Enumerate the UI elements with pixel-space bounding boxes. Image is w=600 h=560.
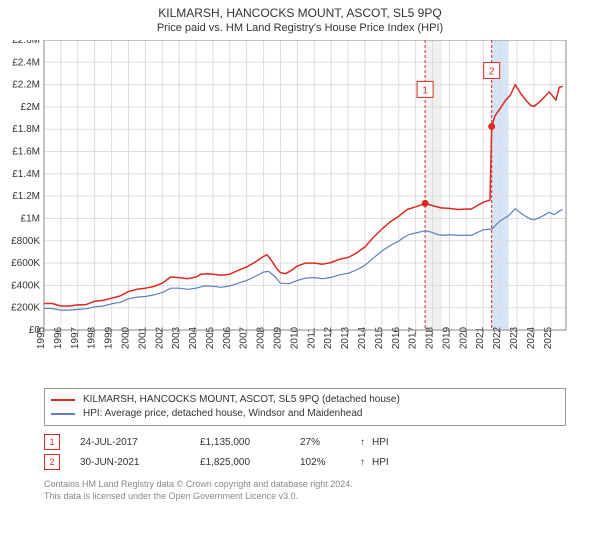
svg-text:£400K: £400K xyxy=(11,280,40,291)
svg-text:£2.6M: £2.6M xyxy=(12,40,40,46)
legend-label: KILMARSH, HANCOCKS MOUNT, ASCOT, SL5 9PQ… xyxy=(83,393,400,407)
svg-text:£1.2M: £1.2M xyxy=(12,191,40,202)
legend-swatch xyxy=(51,413,75,415)
svg-text:2: 2 xyxy=(489,66,495,77)
legend-swatch xyxy=(51,399,75,401)
svg-text:1: 1 xyxy=(422,85,428,96)
sale-date: 24-JUL-2017 xyxy=(80,437,200,448)
chart-subtitle: Price paid vs. HM Land Registry's House … xyxy=(0,22,600,34)
sale-marker-box: 2 xyxy=(44,454,60,470)
legend-label: HPI: Average price, detached house, Wind… xyxy=(83,407,362,421)
sale-price: £1,825,000 xyxy=(200,457,300,468)
arrow-up-icon: ↑ xyxy=(360,437,372,448)
chart-svg: £0£200K£400K£600K£800K£1M£1.2M£1.4M£1.6M… xyxy=(0,40,600,382)
svg-text:£600K: £600K xyxy=(11,258,40,269)
sale-date: 30-JUN-2021 xyxy=(80,457,200,468)
chart-container: KILMARSH, HANCOCKS MOUNT, ASCOT, SL5 9PQ… xyxy=(0,0,600,502)
legend-box: KILMARSH, HANCOCKS MOUNT, ASCOT, SL5 9PQ… xyxy=(44,388,566,426)
svg-text:£2M: £2M xyxy=(21,102,40,113)
sale-marker-box: 1 xyxy=(44,434,60,450)
chart-area: £0£200K£400K£600K£800K£1M£1.2M£1.4M£1.6M… xyxy=(0,40,600,382)
svg-text:£800K: £800K xyxy=(11,236,40,247)
sale-price: £1,135,000 xyxy=(200,437,300,448)
sale-suffix: HPI xyxy=(372,457,389,468)
sales-table: 1 24-JUL-2017£1,135,00027%↑HPI 2 30-JUN-202… xyxy=(44,432,600,472)
arrow-up-icon: ↑ xyxy=(360,457,372,468)
svg-text:£2.4M: £2.4M xyxy=(12,57,40,68)
footer-line-2: This data is licensed under the Open Gov… xyxy=(44,490,600,502)
svg-text:£1.6M: £1.6M xyxy=(12,147,40,158)
sales-row: 2 30-JUN-2021£1,825,000102%↑HPI xyxy=(44,452,600,472)
legend-row: KILMARSH, HANCOCKS MOUNT, ASCOT, SL5 9PQ… xyxy=(51,393,559,407)
legend-row: HPI: Average price, detached house, Wind… xyxy=(51,407,559,421)
title-block: KILMARSH, HANCOCKS MOUNT, ASCOT, SL5 9PQ… xyxy=(0,0,600,34)
chart-title: KILMARSH, HANCOCKS MOUNT, ASCOT, SL5 9PQ xyxy=(0,6,600,20)
svg-text:£200K: £200K xyxy=(11,303,40,314)
sale-pct: 27% xyxy=(300,437,360,448)
footer-note: Contains HM Land Registry data © Crown c… xyxy=(44,478,600,502)
footer-line-1: Contains HM Land Registry data © Crown c… xyxy=(44,478,600,490)
svg-text:£2.2M: £2.2M xyxy=(12,80,40,91)
svg-text:£1M: £1M xyxy=(21,213,40,224)
svg-text:£1.4M: £1.4M xyxy=(12,169,40,180)
sale-pct: 102% xyxy=(300,457,360,468)
svg-text:£1.8M: £1.8M xyxy=(12,124,40,135)
sales-row: 1 24-JUL-2017£1,135,00027%↑HPI xyxy=(44,432,600,452)
sale-suffix: HPI xyxy=(372,437,389,448)
